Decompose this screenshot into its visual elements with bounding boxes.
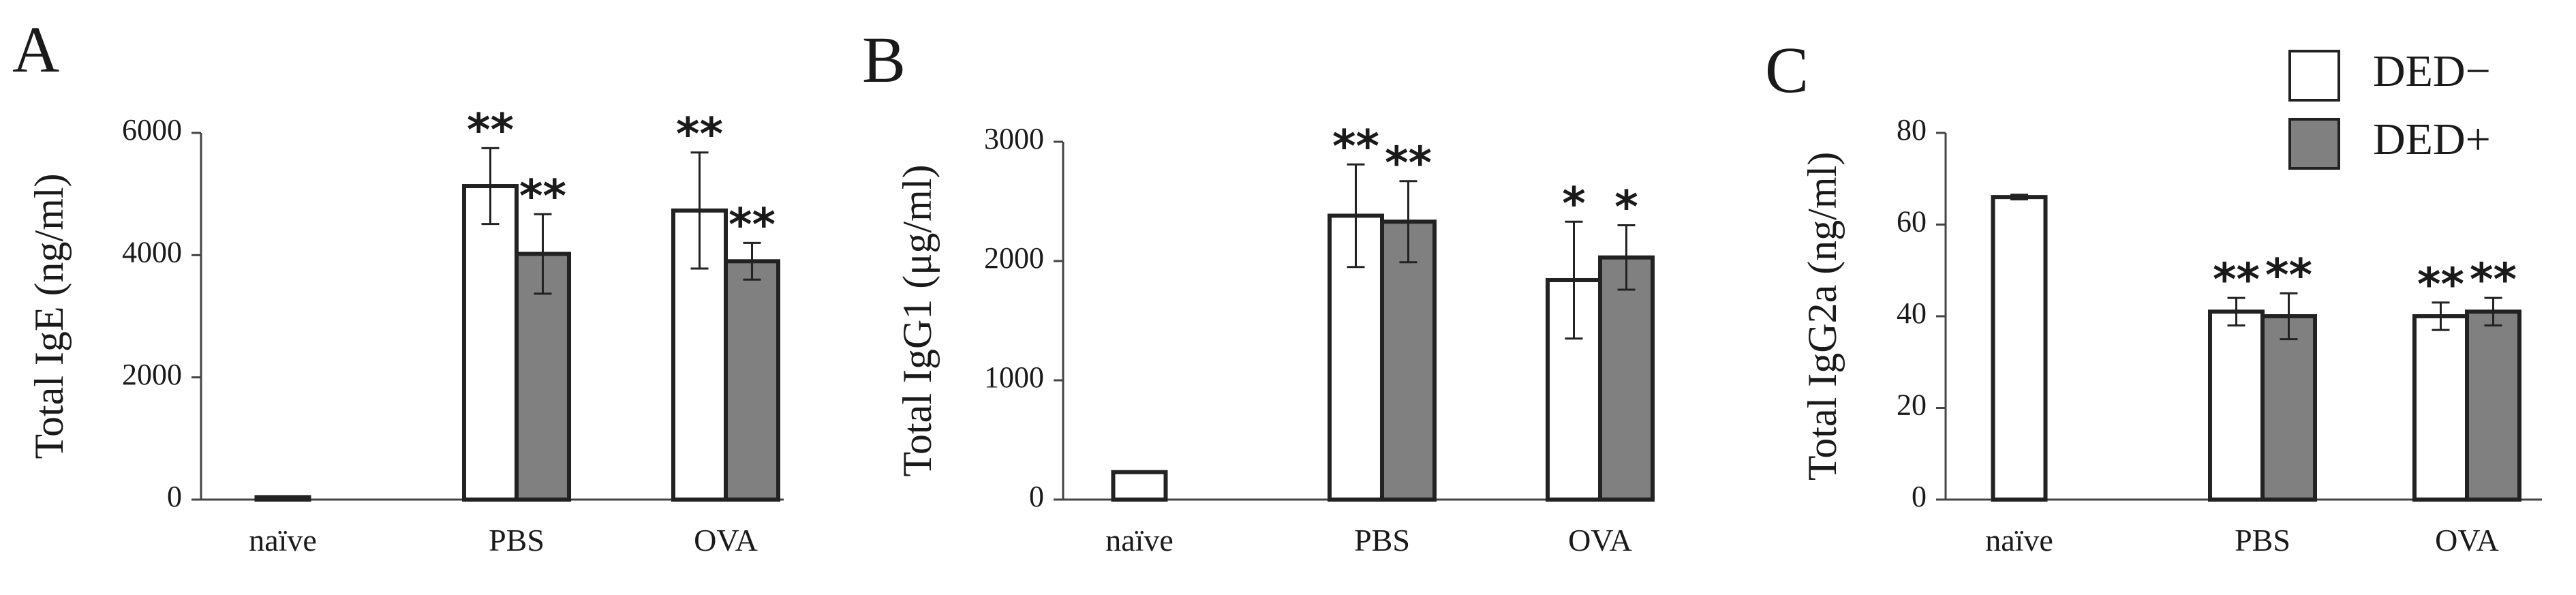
panel-c: C Total IgG2a (ng/ml) 0 20 40 60 80 naïve PBS OVA… (1765, 33, 2542, 558)
y-tick-label: 2000 (984, 241, 1044, 275)
panel-letter: C (1765, 33, 1809, 106)
y-axis-label: Total IgE (ng/ml) (27, 173, 72, 459)
y-axis-label: Total IgG1 (μg/ml) (895, 165, 940, 477)
y-tick-label: 0 (1912, 480, 1927, 513)
x-tick-label: OVA (2435, 523, 2499, 558)
legend: DED− DED+ (2288, 46, 2491, 170)
bar (1598, 255, 1655, 502)
significance-marker: ** (467, 104, 514, 156)
x-tick-label: PBS (2235, 523, 2290, 558)
significance-marker: ** (729, 198, 776, 251)
panel-b: B Total IgG1 (μg/ml) 0 1000 2000 3000 naïve PBS… (862, 23, 1655, 558)
bar (462, 184, 519, 502)
legend-swatch (2288, 50, 2340, 102)
y-tick-label: 0 (1029, 480, 1044, 513)
y-tick-label: 0 (167, 480, 182, 513)
bar (254, 495, 311, 502)
x-tick-label: naïve (1105, 523, 1174, 558)
y-tick-label: 4000 (122, 235, 182, 269)
bar (2412, 314, 2469, 502)
x-tick-label: OVA (1568, 523, 1632, 558)
x-tick-label: naïve (1985, 523, 2053, 558)
significance-marker: ** (2470, 254, 2517, 306)
x-tick-label: PBS (1354, 523, 1410, 558)
significance-marker: ** (1332, 120, 1379, 172)
y-tick-label: 40 (1897, 296, 1927, 330)
bar (1991, 195, 2048, 502)
bar (2465, 309, 2521, 502)
significance-marker: * (1562, 177, 1586, 230)
x-tick-label: OVA (694, 523, 758, 558)
y-axis-label: Total IgG2a (ng/ml) (1800, 152, 1845, 480)
panel-letter: A (12, 13, 59, 86)
legend-label: DED− (2373, 46, 2491, 96)
y-tick-label: 6000 (122, 113, 182, 147)
significance-marker: ** (676, 108, 723, 161)
y-tick-label: 1000 (984, 361, 1044, 394)
panel-a: A Total IgE (ng/ml) 0 2000 4000 6000 naïve PBS O… (12, 13, 784, 558)
y-tick-label: 2000 (122, 358, 182, 391)
y-tick-label: 60 (1897, 205, 1927, 239)
y-tick-label: 20 (1897, 388, 1927, 422)
bar (2260, 314, 2317, 502)
legend-swatch (2288, 118, 2340, 170)
y-tick-label: 80 (1897, 113, 1927, 147)
significance-marker: ** (519, 170, 566, 222)
bar (1380, 219, 1437, 502)
panel-letter: B (862, 23, 906, 96)
y-tick-label: 3000 (984, 122, 1044, 155)
significance-marker: ** (2213, 254, 2260, 306)
legend-label: DED+ (2373, 115, 2491, 164)
x-tick-label: PBS (489, 523, 545, 558)
significance-marker: * (1614, 181, 1638, 234)
significance-marker: ** (2417, 258, 2464, 311)
bar (724, 259, 780, 502)
x-tick-label: naïve (249, 523, 317, 558)
bar (1111, 470, 1168, 502)
significance-marker: ** (1385, 137, 1432, 189)
significance-marker: ** (2265, 249, 2312, 301)
bar (2208, 309, 2265, 502)
